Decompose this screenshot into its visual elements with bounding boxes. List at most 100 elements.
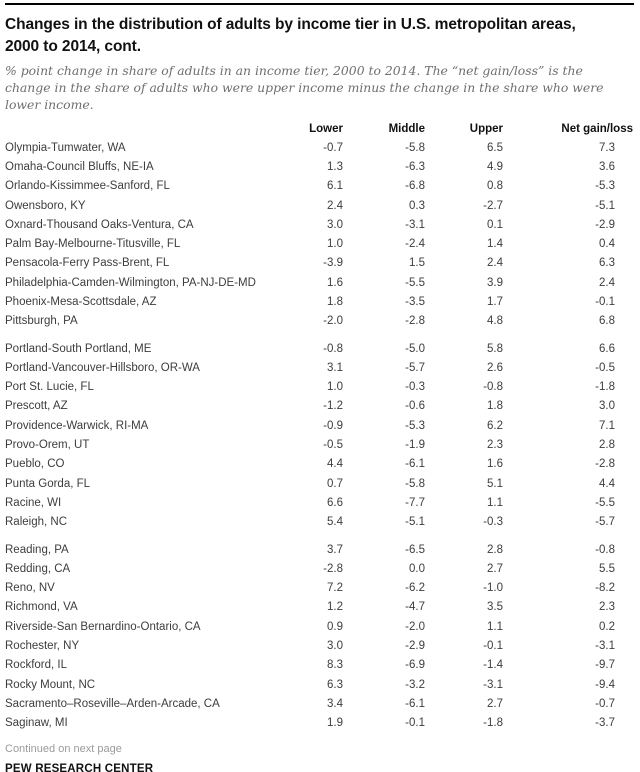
net-gain-loss-value-cell: -2.9 [595,218,615,231]
top-rule [5,3,634,5]
metro-name-cell: Provo-Orem, UT [5,439,90,452]
lower-value-cell: 3.0 [327,640,343,653]
table-row: Omaha-Council Bluffs, NE-IA 1.3 -6.3 4.9 3.6 [5,158,634,177]
net-gain-loss-value-cell: 4.4 [599,477,615,490]
lower-value-cell: -2.8 [323,562,343,575]
metro-name-cell: Riverside-San Bernardino-Ontario, CA [5,620,201,633]
metro-name-cell: Rockford, IL [5,659,67,672]
source-label: PEW RESEARCH CENTER [5,762,154,772]
table-row: Racine, WI 6.6 -7.7 1.1 -5.5 [5,494,634,513]
page-subtitle: % point change in share of adults in an … [5,63,604,113]
net-gain-loss-value-cell: 0.4 [599,238,615,251]
middle-value-cell: -6.8 [405,180,425,193]
middle-value-cell: 1.5 [409,257,425,270]
lower-value-cell: 8.3 [327,659,343,672]
middle-value-cell: -6.3 [405,160,425,173]
upper-value-cell: 2.3 [487,439,503,452]
net-gain-loss-value-cell: -0.8 [595,543,615,556]
upper-value-cell: -1.8 [483,717,503,730]
metro-name-cell: Rocky Mount, NC [5,678,96,691]
middle-value-cell: -2.0 [405,620,425,633]
table-row: Pensacola-Ferry Pass-Brent, FL -3.9 1.5 2.4… [5,254,634,273]
lower-value-cell: 1.6 [327,276,343,289]
upper-value-cell: 5.1 [487,477,503,490]
metro-name-cell: Port St. Lucie, FL [5,381,94,394]
metro-name-cell: Pueblo, CO [5,458,65,471]
lower-value-cell: 0.7 [327,477,343,490]
middle-value-cell: -6.2 [405,582,425,595]
table-row: Sacramento–Roseville–Arden-Arcade, CA 3.4… [5,695,634,714]
upper-value-cell: 4.8 [487,315,503,328]
lower-value-cell: 0.9 [327,620,343,633]
metro-name-cell: Palm Bay-Melbourne-Titusville, FL [5,238,181,251]
metro-name-cell: Redding, CA [5,562,71,575]
metro-name-cell: Pittsburgh, PA [5,315,78,328]
upper-value-cell: 1.6 [487,458,503,471]
middle-value-cell: -5.5 [405,276,425,289]
metro-name-cell: Prescott, AZ [5,400,68,413]
lower-value-cell: -0.5 [323,439,343,452]
table-row: Rochester, NY 3.0 -2.9 -0.1 -3.1 [5,637,634,656]
middle-value-cell: -4.7 [405,601,425,614]
upper-value-cell: 2.7 [487,562,503,575]
lower-value-cell: 6.6 [327,496,343,509]
middle-value-cell: -6.1 [405,458,425,471]
metro-name-cell: Punta Gorda, FL [5,477,91,490]
middle-value-cell: -5.3 [405,419,425,432]
middle-value-cell: -3.5 [405,295,425,308]
middle-value-cell: -7.7 [405,496,425,509]
upper-value-cell: 3.9 [487,276,503,289]
net-gain-loss-value-cell: 3.0 [599,400,615,413]
middle-value-cell: -5.0 [405,342,425,355]
table-row: Owensboro, KY 2.4 0.3 -2.7 -5.1 [5,197,634,216]
middle-value-cell: -2.8 [405,315,425,328]
lower-value-cell: 6.3 [327,678,343,691]
metro-name-cell: Owensboro, KY [5,199,86,212]
upper-value-cell: -0.1 [483,640,503,653]
lower-value-cell: 3.7 [327,543,343,556]
net-gain-loss-value-cell: 2.4 [599,276,615,289]
upper-value-cell: 1.8 [487,400,503,413]
upper-value-cell: -0.8 [483,381,503,394]
upper-value-cell: 0.8 [487,180,503,193]
lower-value-cell: 4.4 [327,458,343,471]
table-row: Phoenix-Mesa-Scottsdale, AZ 1.8 -3.5 1.7 -0.… [5,293,634,312]
table-row: Orlando-Kissimmee-Sanford, FL 6.1 -6.8 0.8 -… [5,177,634,196]
middle-value-cell: -3.1 [405,218,425,231]
net-gain-loss-value-cell: -1.8 [595,381,615,394]
lower-value-cell: 1.3 [327,160,343,173]
middle-value-cell: -5.1 [405,516,425,529]
metro-name-cell: Sacramento–Roseville–Arden-Arcade, CA [5,697,220,710]
net-gain-loss-value-cell: -3.7 [595,717,615,730]
middle-value-cell: -3.2 [405,678,425,691]
upper-value-cell: 5.8 [487,342,503,355]
table-row: Rocky Mount, NC 6.3 -3.2 -3.1 -9.4 [5,676,634,695]
middle-value-cell: -5.8 [405,141,425,154]
lower-value-cell: 6.1 [327,180,343,193]
middle-value-cell: 0.0 [409,562,425,575]
lower-value-cell: 1.0 [327,238,343,251]
net-gain-loss-value-cell: 2.3 [599,601,615,614]
table-group: Reading, PA 3.7 -6.5 2.8 -0.8 Redding, CA -2.8… [5,541,634,734]
metro-name-cell: Providence-Warwick, RI-MA [5,419,149,432]
upper-value-cell: 6.5 [487,141,503,154]
net-gain-loss-value-cell: 0.2 [599,620,615,633]
net-gain-loss-value-cell: -3.1 [595,640,615,653]
upper-value-cell: 2.4 [487,257,503,270]
title-line-1: Changes in the distribution of adults by… [5,16,576,33]
net-gain-loss-value-cell: -5.1 [595,199,615,212]
table-row: Provo-Orem, UT -0.5 -1.9 2.3 2.8 [5,436,634,455]
middle-value-cell: -0.1 [405,717,425,730]
net-gain-loss-value-cell: -5.3 [595,180,615,193]
table-row: Raleigh, NC 5.4 -5.1 -0.3 -5.7 [5,513,634,532]
table-row: Punta Gorda, FL 0.7 -5.8 5.1 4.4 [5,475,634,494]
metro-name-cell: Omaha-Council Bluffs, NE-IA [5,160,154,173]
net-gain-loss-value-cell: -0.1 [595,295,615,308]
column-header-middle: Middle [388,122,425,135]
lower-value-cell: 3.0 [327,218,343,231]
lower-value-cell: 1.2 [327,601,343,614]
upper-value-cell: -1.0 [483,582,503,595]
table-row: Richmond, VA 1.2 -4.7 3.5 2.3 [5,598,634,617]
upper-value-cell: -0.3 [483,516,503,529]
